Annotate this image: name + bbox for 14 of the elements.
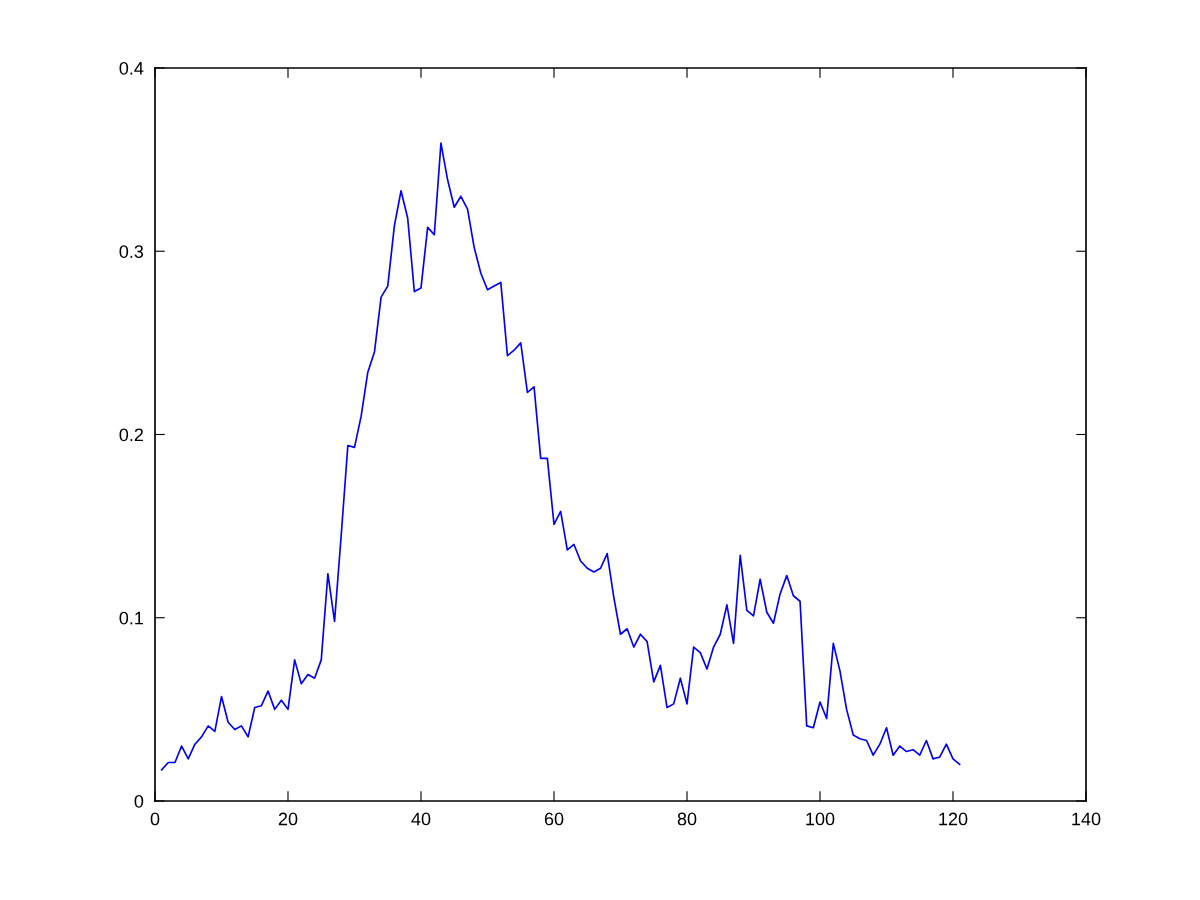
x-tick-label: 80	[677, 812, 697, 826]
x-tick-label: 20	[278, 812, 298, 826]
x-tick-label: 120	[939, 812, 968, 826]
x-tick-label: 0	[150, 812, 160, 826]
y-tick-label: 0.3	[119, 245, 144, 258]
x-tick-label: 140	[1072, 812, 1101, 826]
x-tick-label: 100	[806, 812, 835, 826]
y-tick-label: 0	[134, 794, 144, 808]
line-series	[160, 142, 961, 771]
x-tick-label: 60	[544, 812, 564, 826]
y-tick-label: 0.4	[119, 61, 144, 75]
x-tick-label: 40	[411, 812, 431, 826]
y-tick-label: 0.1	[119, 611, 144, 625]
y-tick-label: 0.2	[119, 428, 143, 442]
